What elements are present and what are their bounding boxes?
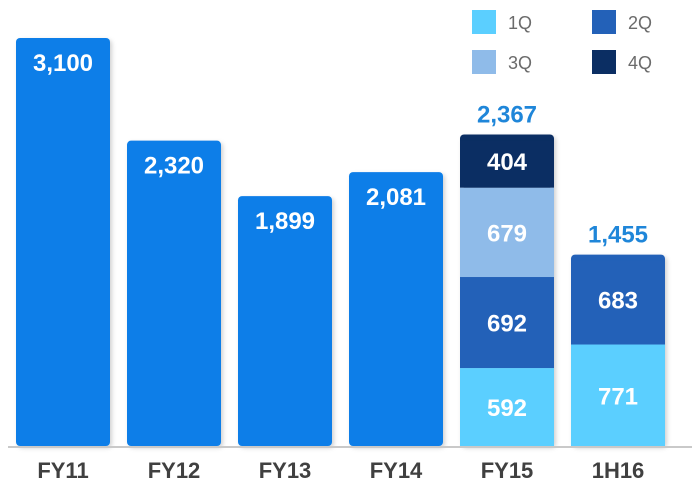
segment-label-4q-fy15: 404 — [487, 149, 528, 176]
bars-layer — [16, 38, 665, 446]
legend-swatch-2q — [592, 10, 616, 34]
bar-fy12 — [127, 140, 221, 446]
bar-label-fy11: 3,100 — [33, 50, 93, 77]
segment-label-1q-fy15: 592 — [487, 395, 527, 422]
segment-label-2q-1h16: 683 — [598, 288, 638, 315]
bar-fy14 — [349, 172, 443, 446]
bar-fy11 — [16, 38, 110, 446]
segment-1q-1h16 — [571, 344, 665, 446]
segment-label-1q-1h16: 771 — [598, 383, 638, 410]
x-tick-fy14: FY14 — [370, 458, 423, 483]
segment-fill-4q-fy15 — [460, 140, 554, 188]
total-label-1h16: 1,455 — [588, 222, 648, 249]
segment-3q-fy15 — [460, 187, 554, 278]
labels-layer: 3,100 2,320 1,899 2,081 592 692 679 404 2,367 771… — [33, 50, 648, 422]
legend-label-2q: 2Q — [628, 13, 652, 33]
total-label-fy15: 2,367 — [477, 101, 537, 128]
legend-swatch-3q — [472, 50, 496, 74]
x-axis: FY11 FY12 FY13 FY14 FY15 1H16 — [37, 458, 644, 483]
segment-1q-fy15 — [460, 368, 554, 446]
legend-swatch-1q — [472, 10, 496, 34]
x-tick-fy15: FY15 — [481, 458, 534, 483]
bar-label-fy14: 2,081 — [366, 184, 426, 211]
x-tick-fy13: FY13 — [259, 458, 312, 483]
segment-label-3q-fy15: 679 — [487, 220, 527, 247]
legend-swatch-4q — [592, 50, 616, 74]
bar-label-fy12: 2,320 — [144, 153, 204, 180]
segment-2q-fy15 — [460, 277, 554, 369]
x-tick-fy12: FY12 — [148, 458, 201, 483]
legend-label-1q: 1Q — [508, 13, 532, 33]
segment-label-2q-fy15: 692 — [487, 311, 527, 338]
legend-label-3q: 3Q — [508, 53, 532, 73]
x-tick-1h16: 1H16 — [592, 458, 645, 483]
legend-label-4q: 4Q — [628, 53, 652, 73]
bar-label-fy13: 1,899 — [255, 208, 315, 235]
bar-fy13 — [238, 196, 332, 446]
chart-legend: 1Q 2Q 3Q 4Q — [472, 10, 652, 74]
x-tick-fy11: FY11 — [37, 458, 88, 483]
segment-fill-2q-1h16 — [571, 260, 665, 345]
